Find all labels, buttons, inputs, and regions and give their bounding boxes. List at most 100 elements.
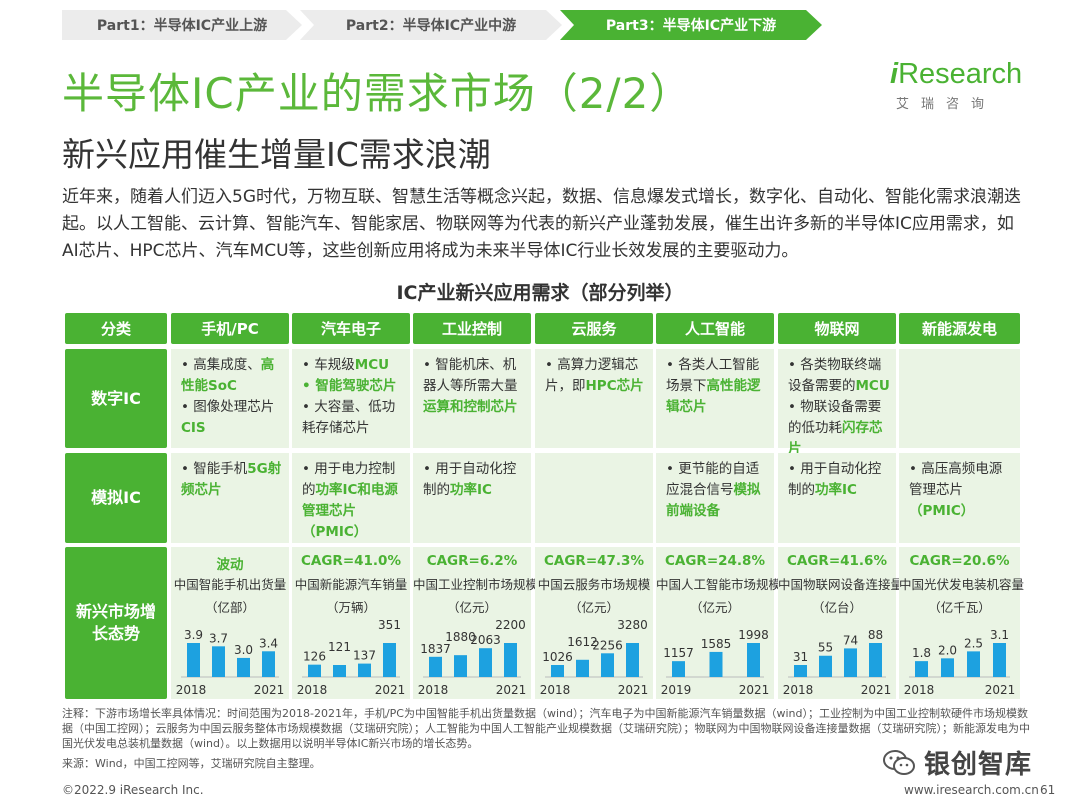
data-label: 2063 [470,633,501,647]
data-label: 1585 [701,637,732,651]
chart-title: 中国新能源汽车销量 [294,577,408,592]
tab-part3[interactable]: Part3：半导体IC产业下游 [560,10,822,40]
chart-bar [358,663,371,677]
x-axis-end-label: 2021 [618,683,649,697]
row-label-growth: 新兴市场增长态势 [65,547,167,699]
table-cell: • 用于电力控制的功率IC和电源管理芯片（PMIC） [292,453,410,543]
x-axis-end-label: 2021 [496,683,527,697]
data-label: 2256 [592,638,623,652]
chart-bar [262,651,275,677]
data-label: 2.0 [938,643,957,657]
table-cell: • 高压高频电源管理芯片（PMIC） [899,453,1020,543]
data-label: 2200 [495,618,526,632]
x-axis-start-label: 2018 [297,683,328,697]
chart-bar [993,643,1006,677]
chart-bar [187,643,200,677]
header-col-7: 新能源发电 [899,313,1020,344]
header-col-4: 云服务 [535,313,653,344]
header-col-1: 手机/PC [171,313,289,344]
chart-bar [333,665,346,677]
highlight-text: CIS [181,420,206,436]
website-link[interactable]: www.iresearch.com.cn [904,783,1039,797]
chart-title: 中国智能手机出货量 [173,577,287,592]
highlight-text: 高性能SoC [181,357,275,394]
data-label: 1157 [663,646,694,660]
cagr-label: 波动 [216,557,244,573]
highlight-text: 功率IC [815,482,857,498]
x-axis-start-label: 2018 [783,683,814,697]
logo-research: Research [898,58,1023,90]
highlight-text: 高性能逻辑芯片 [666,378,761,415]
bar-chart: 31 55 74 88 2018 2021 [783,628,892,697]
table-cell: • 用于自动化控制的功率IC [778,453,896,543]
cagr-label: CAGR=41.6% [787,553,887,569]
bar-chart: 1.8 2.0 2.5 3.1 2018 2021 [904,628,1016,697]
footnote-note: 注释：下游市场增长率具体情况：时间范围为2018-2021年，手机/PC为中国智… [62,707,1030,750]
highlight-text: MCU [855,378,890,394]
x-axis-end-label: 2021 [254,683,285,697]
chart-bar [479,648,492,677]
highlight-text: 功率IC和电源管理芯片（PMIC） [302,482,398,540]
growth-chart-cell: CAGR=6.2% 中国工业控制市场规模 （亿元） 1837 1880 2063 2200 2… [413,547,539,699]
table-cell: • 用于自动化控制的功率IC [413,453,531,543]
chart-bar [915,661,928,677]
highlight-text: 闪存芯片 [788,420,883,457]
tab-part1[interactable]: Part1：半导体IC产业上游 [62,10,302,40]
logo-wordmark: iResearch [890,58,1030,91]
logo-i: i [890,58,899,90]
cagr-label: CAGR=24.8% [665,553,765,569]
chart-unit: （亿部） [204,600,255,615]
data-label: 1.8 [912,646,931,660]
chart-bar [844,648,857,677]
header-col-2: 汽车电子 [292,313,410,344]
growth-chart-cell: CAGR=24.8% 中国人工智能市场规模 （亿元） 1157 1585 1998 2019… [656,547,781,699]
chart-unit: （亿元） [689,600,740,615]
cagr-label: CAGR=6.2% [426,553,518,569]
data-label: 121 [328,640,351,654]
tab-part1-label: Part1：半导体IC产业上游 [96,18,268,34]
chart-bar [819,655,832,677]
chart-bar [672,661,685,677]
chart-bar [601,653,614,677]
table-cell [899,349,1020,448]
chart-bar [794,665,807,677]
highlight-text: 5G射频芯片 [181,461,282,498]
table-cell: • 各类物联终端设备需要的MCU • 物联设备需要的低功耗闪存芯片 [778,349,896,457]
data-label: 1998 [738,628,769,642]
chart-bar [967,651,980,677]
iresearch-logo: iResearch 艾瑞咨询 [890,58,1030,112]
page-subtitle: 新兴应用催生增量IC需求浪潮 [62,135,491,174]
chart-title: 中国光伏发电装机容量 [899,577,1025,592]
data-label: 137 [353,649,376,663]
data-label: 3.4 [259,636,278,650]
footnote-source: 来源：Wind，中国工控网等，艾瑞研究院自主整理。 [62,757,321,770]
table-cell [535,453,653,543]
data-label: 1880 [445,630,476,644]
highlight-text: HPC芯片 [585,378,644,394]
growth-chart-cell: CAGR=20.6% 中国光伏发电装机容量 （亿千瓦） 1.8 2.0 2.5 3.1 201… [899,547,1025,699]
growth-chart-cell: CAGR=41.6% 中国物联网设备连接量 （亿台） 31 55 74 88 2018 2021 [778,547,903,699]
header-col-6: 物联网 [778,313,896,344]
table-cell: • 车规级MCU • 智能驾驶芯片 • 大容量、低功耗存储芯片 [292,349,410,448]
data-label: 3.0 [234,643,253,657]
x-axis-start-label: 2018 [540,683,571,697]
data-label: 74 [843,633,858,647]
chart-bar [747,643,760,677]
x-axis-end-label: 2021 [985,683,1016,697]
chart-bar [429,656,442,677]
chart-bar [626,643,639,677]
chart-bar [709,651,723,677]
chart-title: 中国工业控制市场规模 [413,577,539,592]
row-label-digital-ic: 数字IC [65,349,167,448]
data-label: 31 [793,650,808,664]
highlight-text: 模拟前端设备 [666,482,761,519]
x-axis-start-label: 2019 [661,683,692,697]
data-label: 3.1 [990,628,1009,642]
table-cell: • 高算力逻辑芯片，即HPC芯片 [535,349,653,448]
tab-part2[interactable]: Part2：半导体IC产业中游 [300,10,562,40]
copyright: ©2022.9 iResearch Inc. [62,783,204,797]
growth-chart-cell: 波动 中国智能手机出货量 （亿部） 3.9 3.7 3.0 3.4 2018 2021 [171,547,289,699]
growth-chart-cell: CAGR=47.3% 中国云服务市场规模 （亿元） 1026 1612 2256 3280 2… [535,547,653,699]
